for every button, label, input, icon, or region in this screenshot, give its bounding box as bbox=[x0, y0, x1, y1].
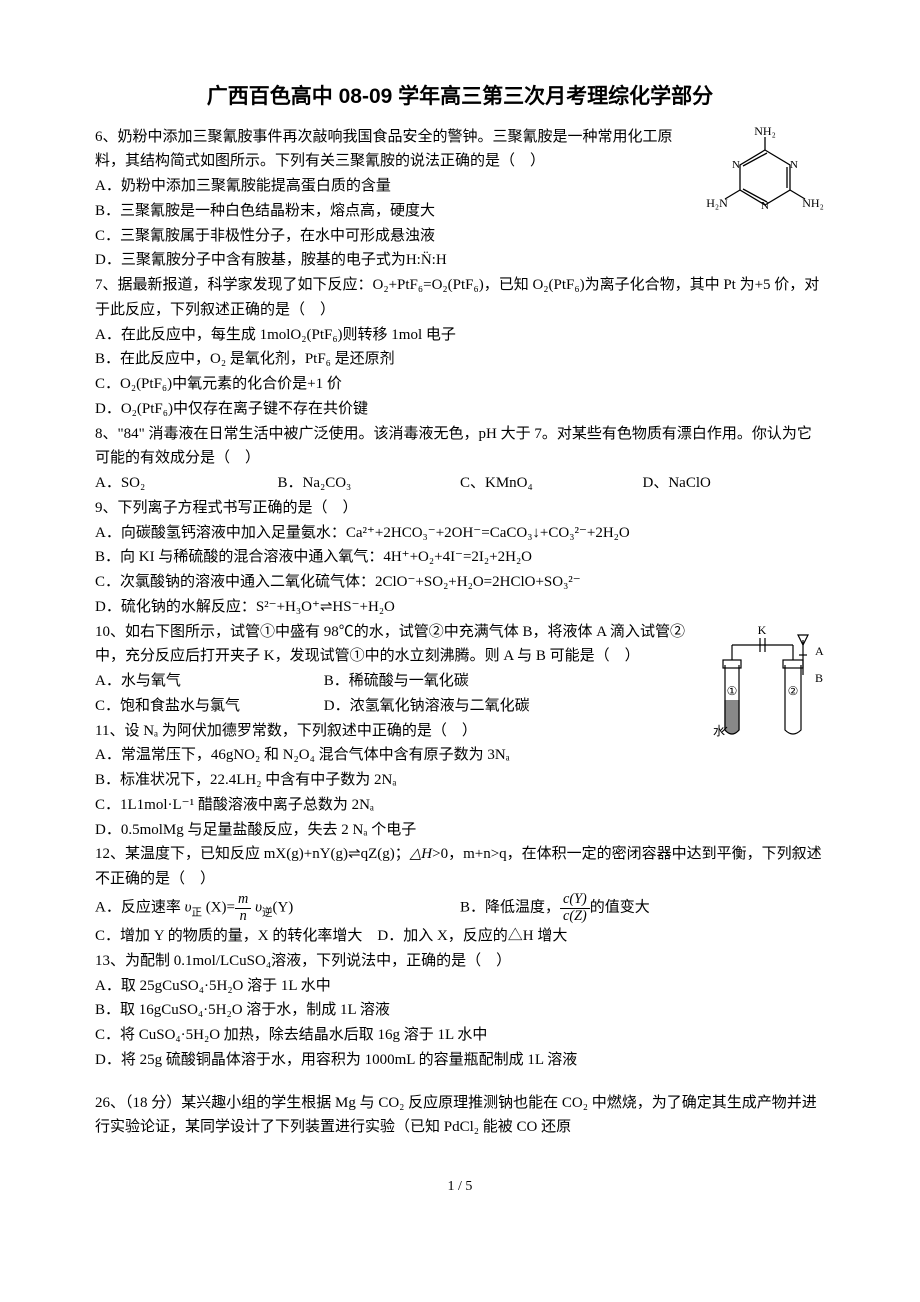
question-13: 13、为配制 0.1mol/LCuSO₄溶液，下列说法中，正确的是（ ） A．取… bbox=[95, 949, 825, 1073]
question-8: 8、"84" 消毒液在日常生活中被广泛使用。该消毒液无色，pH 大于 7。对某些… bbox=[95, 422, 825, 496]
question-11: 11、设 Nₐ 为阿伏加德罗常数，下列叙述中正确的是（ ） A．常温常压下，46… bbox=[95, 719, 825, 843]
svg-text:NH₂: NH₂ bbox=[754, 125, 776, 138]
page-number: 1 / 5 bbox=[95, 1175, 825, 1198]
question-7: 7、据最新报道，科学家发现了如下反应：O₂+PtF₆=O₂(PtF₆)，已知 O… bbox=[95, 273, 825, 422]
svg-text:B: B bbox=[815, 671, 823, 685]
q7-stem: 7、据最新报道，科学家发现了如下反应：O₂+PtF₆=O₂(PtF₆)，已知 O… bbox=[95, 273, 825, 323]
svg-text:H₂N: H₂N bbox=[706, 196, 728, 210]
q13-option-d: D．将 25g 硫酸铜晶体溶于水，用容积为 1000mL 的容量瓶配制成 1L … bbox=[95, 1048, 825, 1073]
q26-stem: 26、（18 分）某兴趣小组的学生根据 Mg 与 CO₂ 反应原理推测钠也能在 … bbox=[95, 1091, 825, 1141]
svg-text:K: K bbox=[758, 623, 767, 637]
q9-option-c: C．次氯酸钠的溶液中通入二氧化硫气体：2ClO⁻+SO₂+H₂O=2HClO+S… bbox=[95, 570, 825, 595]
q10-option-c: C．饱和食盐水与氯气 bbox=[95, 694, 320, 719]
svg-text:②: ② bbox=[788, 684, 799, 698]
q12-option-a: A．反应速率 υ正 (X)=mn υ逆(Y) bbox=[95, 892, 460, 924]
question-12: 12、某温度下，已知反应 mX(g)+nY(g)⇌qZ(g)；△H>0，m+n>… bbox=[95, 842, 825, 949]
q7-option-d: D．O₂(PtF₆)中仅存在离子键不存在共价键 bbox=[95, 397, 825, 422]
melamine-structure-figure: NH₂ NH₂ H₂N N N N bbox=[705, 125, 825, 234]
question-26: 26、（18 分）某兴趣小组的学生根据 Mg 与 CO₂ 反应原理推测钠也能在 … bbox=[95, 1091, 825, 1141]
svg-text:N: N bbox=[790, 159, 798, 171]
q13-option-b: B．取 16gCuSO₄·5H₂O 溶于水，制成 1L 溶液 bbox=[95, 998, 825, 1023]
q9-option-a: A．向碳酸氢钙溶液中加入足量氨水：Ca²⁺+2HCO₃⁻+2OH⁻=CaCO₃↓… bbox=[95, 521, 825, 546]
q7-option-b: B．在此反应中，O₂ 是氧化剂，PtF₆ 是还原剂 bbox=[95, 347, 825, 372]
question-6: NH₂ NH₂ H₂N N N N 6、奶粉中添加三聚氰胺事件再次敲响我国食品安… bbox=[95, 125, 825, 274]
q6-option-d: D．三聚氰胺分子中含有胺基，胺基的电子式为H:N̈:H bbox=[95, 248, 825, 273]
question-9: 9、下列离子方程式书写正确的是（ ） A．向碳酸氢钙溶液中加入足量氨水：Ca²⁺… bbox=[95, 496, 825, 620]
q8-option-b: B．Na₂CO₃ bbox=[278, 471, 461, 496]
q11-option-a: A．常温常压下，46gNO₂ 和 N₂O₄ 混合气体中含有原子数为 3Nₐ bbox=[95, 743, 825, 768]
q8-option-d: D、NaClO bbox=[643, 471, 826, 496]
q13-option-a: A．取 25gCuSO₄·5H₂O 溶于 1L 水中 bbox=[95, 974, 825, 999]
q12-stem: 12、某温度下，已知反应 mX(g)+nY(g)⇌qZ(g)；△H>0，m+n>… bbox=[95, 842, 825, 892]
electron-formula: H:N̈:H bbox=[406, 252, 447, 268]
q13-option-c: C．将 CuSO₄·5H₂O 加热，除去结晶水后取 16g 溶于 1L 水中 bbox=[95, 1023, 825, 1048]
q11-option-c: C．1L1mol·L⁻¹ 醋酸溶液中离子总数为 2Nₐ bbox=[95, 793, 825, 818]
q7-option-a: A．在此反应中，每生成 1molO₂(PtF₆)则转移 1mol 电子 bbox=[95, 323, 825, 348]
q12-option-b: B．降低温度，c(Y)c(Z)的值变大 bbox=[460, 892, 825, 924]
q8-option-c: C、KMnO₄ bbox=[460, 471, 643, 496]
q12-options-cd: C．增加 Y 的物质的量，X 的转化率增大 D．加入 X，反应的△H 增大 bbox=[95, 924, 825, 949]
q7-option-c: C．O₂(PtF₆)中氧元素的化合价是+1 价 bbox=[95, 372, 825, 397]
q6-d-text: D．三聚氰胺分子中含有胺基，胺基的电子式为 bbox=[95, 252, 406, 268]
svg-text:A: A bbox=[815, 644, 824, 658]
q9-option-b: B．向 KI 与稀硫酸的混合溶液中通入氧气：4H⁺+O₂+4I⁻=2I₂+2H₂… bbox=[95, 545, 825, 570]
q10-option-d: D．浓氢氧化钠溶液与二氧化碳 bbox=[324, 698, 530, 714]
q12-option-c: C．增加 Y 的物质的量，X 的转化率增大 bbox=[95, 928, 362, 944]
q11-stem: 11、设 Nₐ 为阿伏加德罗常数，下列叙述中正确的是（ ） bbox=[95, 719, 825, 744]
q11-option-d: D．0.5molMg 与足量盐酸反应，失去 2 Nₐ 个电子 bbox=[95, 818, 825, 843]
q9-option-d: D．硫化钠的水解反应：S²⁻+H₃O⁺⇌HS⁻+H₂O bbox=[95, 595, 825, 620]
question-10: K A B ① ② 水 10、如右下图所示，试管①中盛有 98℃的水，试管②中充… bbox=[95, 620, 825, 719]
svg-text:N: N bbox=[732, 159, 740, 171]
svg-text:NH₂: NH₂ bbox=[802, 196, 824, 210]
q11-option-b: B．标准状况下，22.4LH₂ 中含有中子数为 2Nₐ bbox=[95, 768, 825, 793]
q8-stem: 8、"84" 消毒液在日常生活中被广泛使用。该消毒液无色，pH 大于 7。对某些… bbox=[95, 422, 825, 472]
q10-option-b: B．稀硫酸与一氧化碳 bbox=[324, 673, 469, 689]
page-title: 广西百色高中 08-09 学年高三第三次月考理综化学部分 bbox=[95, 80, 825, 115]
svg-text:N: N bbox=[761, 200, 769, 212]
svg-text:①: ① bbox=[727, 684, 738, 698]
q13-stem: 13、为配制 0.1mol/LCuSO₄溶液，下列说法中，正确的是（ ） bbox=[95, 949, 825, 974]
q10-option-a: A．水与氧气 bbox=[95, 669, 320, 694]
q8-option-a: A．SO₂ bbox=[95, 471, 278, 496]
q9-stem: 9、下列离子方程式书写正确的是（ ） bbox=[95, 496, 825, 521]
q12-option-d: D．加入 X，反应的△H 增大 bbox=[377, 928, 567, 944]
